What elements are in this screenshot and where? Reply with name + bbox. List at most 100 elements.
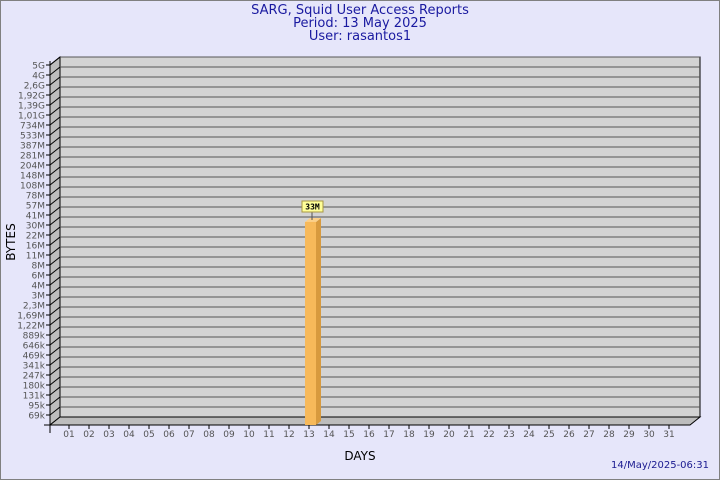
y-tick-label: 4G xyxy=(32,72,45,82)
y-tick-diagonal xyxy=(49,376,61,386)
y-tick-diagonal xyxy=(49,176,61,186)
x-tick-label: 01 xyxy=(63,430,74,440)
y-tick-label: 1,01G xyxy=(18,112,45,122)
y-tick-diagonal xyxy=(49,396,61,406)
y-tick-label: 889k xyxy=(23,332,46,342)
x-tick-label: 11 xyxy=(263,430,274,440)
y-tick-diagonal xyxy=(49,266,61,276)
y-tick-diagonal xyxy=(49,236,61,246)
y-tick-diagonal xyxy=(49,326,61,336)
x-tick-label: 25 xyxy=(543,430,554,440)
x-tick-label: 22 xyxy=(483,430,494,440)
bar-side xyxy=(316,217,321,425)
y-tick-label: 180k xyxy=(23,382,46,392)
x-tick-label: 24 xyxy=(523,430,535,440)
y-tick-diagonal xyxy=(49,226,61,236)
y-tick-label: 95k xyxy=(28,402,45,412)
y-tick-diagonal xyxy=(49,356,61,366)
x-tick-label: 09 xyxy=(223,430,235,440)
y-tick-label: 734M xyxy=(20,122,45,132)
y-tick-diagonal xyxy=(49,166,61,176)
chart-user: User: rasantos1 xyxy=(308,29,412,44)
y-tick-label: 148M xyxy=(20,172,45,182)
y-tick-label: 281M xyxy=(20,152,45,162)
y-tick-label: 2,3M xyxy=(23,302,45,312)
x-tick-label: 10 xyxy=(243,430,255,440)
timestamp: 14/May/2025-06:31 xyxy=(610,460,709,471)
y-tick-label: 387M xyxy=(20,142,45,152)
x-tick-label: 17 xyxy=(383,430,394,440)
chart-period: Period: 13 May 2025 xyxy=(293,16,427,31)
x-tick-label: 20 xyxy=(443,430,455,440)
x-tick-label: 15 xyxy=(343,430,354,440)
y-tick-label: 57M xyxy=(26,202,45,212)
x-tick-label: 12 xyxy=(283,430,294,440)
y-tick-diagonal xyxy=(49,206,61,216)
y-tick-diagonal xyxy=(49,66,61,76)
x-tick-label: 21 xyxy=(463,430,474,440)
y-tick-label: 3M xyxy=(32,292,46,302)
y-tick-diagonal xyxy=(49,96,61,106)
y-tick-diagonal xyxy=(49,76,61,86)
y-tick-diagonal xyxy=(49,186,61,196)
x-tick-label: 28 xyxy=(603,430,615,440)
chart-title: SARG, Squid User Access Reports xyxy=(251,3,469,18)
y-tick-diagonal xyxy=(49,136,61,146)
bar xyxy=(305,221,316,425)
y-tick-diagonal xyxy=(49,256,61,266)
y-tick-label: 8M xyxy=(32,262,46,272)
y-tick-label: 204M xyxy=(20,162,45,172)
x-tick-label: 29 xyxy=(623,430,635,440)
y-tick-label: 41M xyxy=(26,212,45,222)
x-tick-label: 02 xyxy=(83,430,94,440)
x-tick-label: 27 xyxy=(583,430,594,440)
y-tick-label: 1,92G xyxy=(18,92,45,102)
y-tick-label: 5G xyxy=(32,62,45,72)
y-tick-label: 1,22M xyxy=(17,322,45,332)
y-tick-label: 11M xyxy=(26,252,45,262)
y-tick-diagonal xyxy=(49,156,61,166)
y-tick-diagonal xyxy=(49,366,61,376)
bar-label-box xyxy=(301,200,324,213)
y-tick-label: 533M xyxy=(20,132,45,142)
y-tick-diagonal xyxy=(49,116,61,126)
y-tick-label: 1,69M xyxy=(17,312,45,322)
y-tick-diagonal xyxy=(49,56,61,66)
y-tick-label: 30M xyxy=(26,222,45,232)
y-tick-label: 16M xyxy=(26,242,45,252)
y-tick-diagonal xyxy=(49,276,61,286)
y-tick-diagonal xyxy=(49,126,61,136)
y-tick-diagonal xyxy=(49,346,61,356)
y-tick-diagonal xyxy=(49,146,61,156)
y-tick-diagonal xyxy=(49,286,61,296)
y-tick-label: 4M xyxy=(32,282,46,292)
y-tick-label: 69k xyxy=(28,412,45,422)
y-tick-label: 341k xyxy=(23,362,46,372)
bar-top xyxy=(305,217,321,222)
x-tick-label: 08 xyxy=(203,430,215,440)
y-tick-label: 131k xyxy=(23,392,46,402)
y-tick-diagonal xyxy=(49,86,61,96)
y-tick-label: 469k xyxy=(23,352,46,362)
x-tick-label: 31 xyxy=(663,430,674,440)
x-tick-label: 05 xyxy=(143,430,154,440)
y-tick-label: 1,39G xyxy=(18,102,45,112)
x-tick-label: 16 xyxy=(363,430,375,440)
y-tick-label: 646k xyxy=(23,342,46,352)
y-tick-label: 2,6G xyxy=(24,82,45,92)
y-tick-label: 6M xyxy=(32,272,46,282)
y-axis-label: BYTES xyxy=(4,223,18,260)
x-tick-label: 23 xyxy=(503,430,514,440)
x-tick-label: 19 xyxy=(423,430,435,440)
x-tick-label: 06 xyxy=(163,430,175,440)
y-tick-diagonal xyxy=(49,336,61,346)
floor xyxy=(48,416,702,426)
x-tick-label: 30 xyxy=(643,430,655,440)
y-tick-label: 108M xyxy=(20,182,45,192)
x-tick-label: 13 xyxy=(303,430,314,440)
y-tick-diagonal xyxy=(49,106,61,116)
y-tick-diagonal xyxy=(49,316,61,326)
x-tick-label: 18 xyxy=(403,430,415,440)
y-tick-diagonal xyxy=(49,406,61,416)
